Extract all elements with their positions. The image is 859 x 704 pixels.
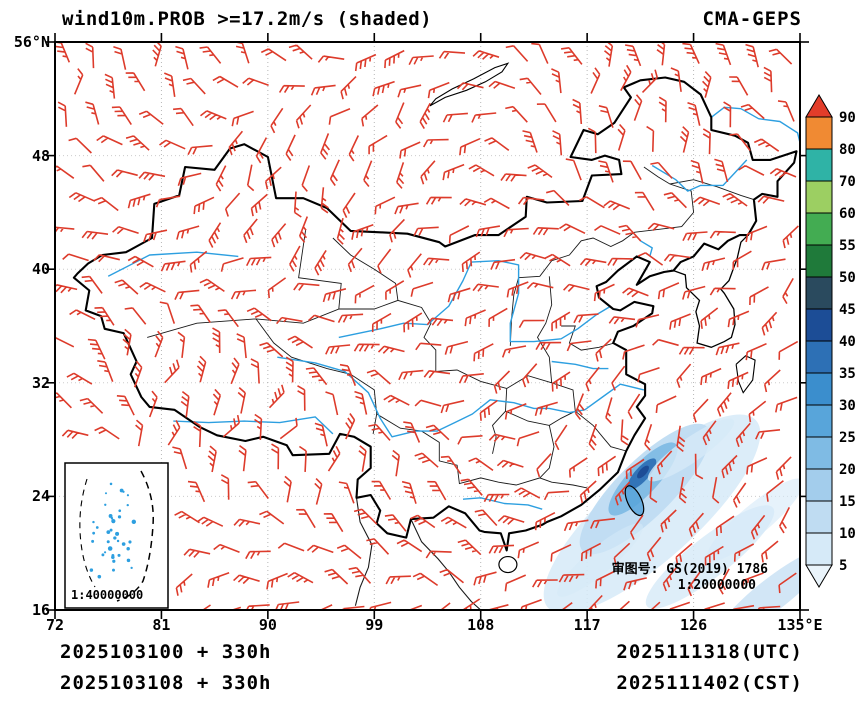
inset-scale-label: 1:40000000 xyxy=(71,588,144,602)
colorbar-tick-label: 50 xyxy=(839,270,856,286)
init-time-line-2: 2025103108 + 330h xyxy=(60,672,272,694)
y-axis-tick-label: 56°N xyxy=(13,33,50,51)
x-axis-tick-label: 108 xyxy=(467,616,495,634)
colorbar-tick-label: 15 xyxy=(839,494,856,510)
valid-time-utc: 2025111318(UTC) xyxy=(616,641,803,663)
x-axis-tick-label: 135°E xyxy=(777,616,823,634)
y-axis-tick-label: 48 xyxy=(31,146,50,165)
colorbar-tick-label: 60 xyxy=(839,206,856,222)
model-name: CMA-GEPS xyxy=(702,8,802,30)
colorbar-tick-label: 30 xyxy=(839,398,856,414)
colorbar: 5 10 15 20 25 30 35 40 45 50 55 60 70 80 90 xyxy=(805,94,856,588)
x-axis-tick-label: 126 xyxy=(680,616,708,634)
wind-barbs-layer xyxy=(55,42,799,610)
colorbar-tick-label: 80 xyxy=(839,142,856,158)
colorbar-tick-label: 90 xyxy=(839,110,856,126)
colorbar-tick-label: 10 xyxy=(839,526,856,542)
map-review-number: 审图号: GS(2019) 1786 xyxy=(611,562,768,577)
colorbar-tick-label: 55 xyxy=(839,238,856,254)
colorbar-tick-label: 20 xyxy=(839,462,856,478)
chart-title: wind10m.PROB >=17.2m/s (shaded) xyxy=(62,8,433,30)
map-frame xyxy=(46,33,809,619)
y-axis-tick-label: 16 xyxy=(31,601,50,619)
y-axis-tick-label: 40 xyxy=(31,260,50,279)
national-borders-layer xyxy=(72,62,798,574)
map-scale-label: 1:20000000 xyxy=(677,578,756,593)
colorbar-tick-label: 25 xyxy=(839,430,856,446)
colorbar-tick-label: 35 xyxy=(839,366,856,382)
gridlines-layer xyxy=(55,42,800,610)
colorbar-tick-label: 40 xyxy=(839,334,856,350)
init-time-line-1: 2025103100 + 330h xyxy=(60,641,272,663)
map-canvas xyxy=(46,33,809,619)
x-axis-tick-label: 72 xyxy=(45,616,65,634)
south-china-sea-inset xyxy=(64,462,169,609)
valid-time-cst: 2025111402(CST) xyxy=(616,672,803,694)
x-axis-tick-label: 90 xyxy=(258,616,277,634)
colorbar-tick-label: 5 xyxy=(839,558,847,574)
x-axis-tick-label: 81 xyxy=(152,616,171,634)
colorbar-tick-label: 45 xyxy=(839,302,856,318)
colorbar-tick-label: 70 xyxy=(839,174,856,190)
x-axis-tick-label: 117 xyxy=(573,616,601,634)
y-axis-tick-label: 24 xyxy=(31,487,50,506)
x-axis-tick-label: 99 xyxy=(365,616,384,634)
y-axis-tick-label: 32 xyxy=(31,373,50,392)
